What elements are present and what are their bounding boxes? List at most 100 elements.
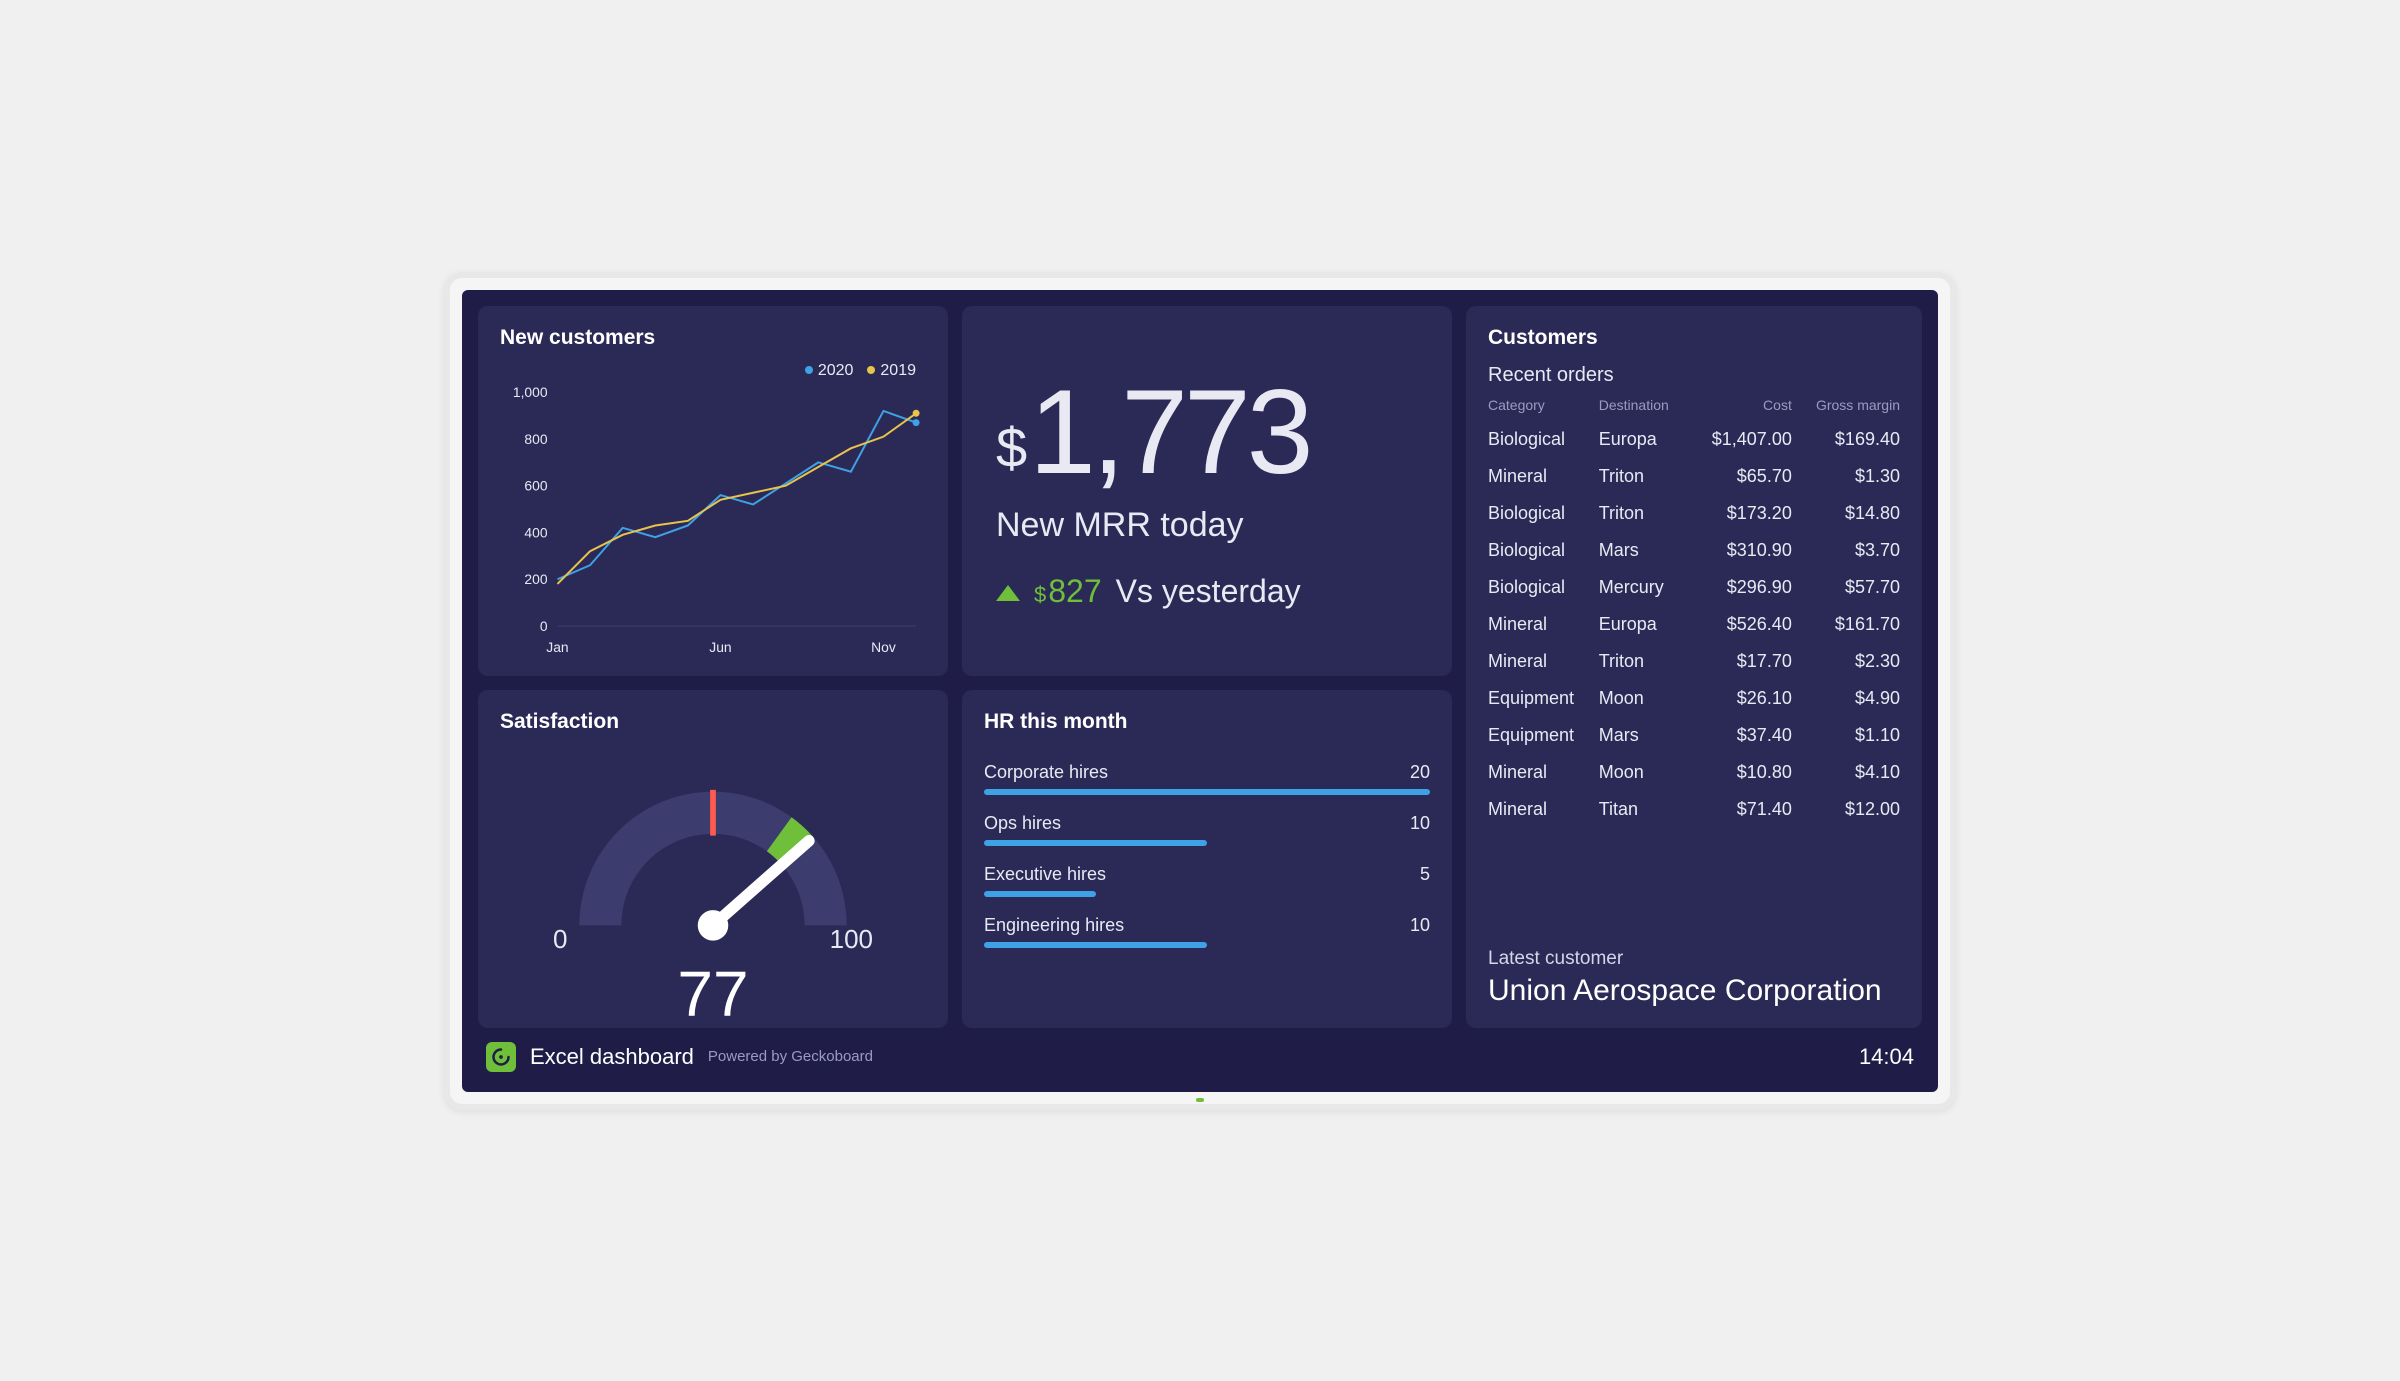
recent-orders-heading: Recent orders <box>1488 364 1900 387</box>
gauge-minmax: 0 100 <box>533 924 893 955</box>
table-cell: Moon <box>1599 680 1689 717</box>
table-cell: Biological <box>1488 532 1599 569</box>
mrr-delta-label: Vs yesterday <box>1116 573 1301 610</box>
panel-title: New customers <box>500 326 926 350</box>
table-cell: Mars <box>1599 532 1689 569</box>
panel-title: HR this month <box>984 710 1430 734</box>
table-cell: $2.30 <box>1792 643 1900 680</box>
mrr-label: New MRR today <box>996 506 1418 545</box>
table-cell: $17.70 <box>1689 643 1792 680</box>
hr-item-label: Engineering hires <box>984 915 1124 936</box>
table-cell: Mineral <box>1488 754 1599 791</box>
orders-col-header: Category <box>1488 393 1599 421</box>
mrr-currency: $ <box>996 420 1023 476</box>
arrow-up-icon <box>996 585 1020 601</box>
table-cell: $296.90 <box>1689 569 1792 606</box>
mrr-number: 1,773 <box>1029 372 1309 492</box>
hr-bar-track <box>984 789 1430 795</box>
table-row: EquipmentMoon$26.10$4.90 <box>1488 680 1900 717</box>
hr-bar-fill <box>984 789 1430 795</box>
hr-item-label: Ops hires <box>984 813 1061 834</box>
table-cell: Mars <box>1599 717 1689 754</box>
table-cell: $57.70 <box>1792 569 1900 606</box>
hr-item-value: 20 <box>1410 762 1430 783</box>
hr-item-row: Engineering hires 10 <box>984 915 1430 936</box>
line-chart-svg: 02004006008001,000JanJunNov <box>500 360 926 662</box>
orders-col-header: Destination <box>1599 393 1689 421</box>
table-cell: $10.80 <box>1689 754 1792 791</box>
table-cell: $1.10 <box>1792 717 1900 754</box>
legend-item-2019: 2019 <box>867 362 916 380</box>
footer-brand: Excel dashboard <box>530 1044 694 1070</box>
mrr-value: $ 1,773 <box>996 372 1418 492</box>
hr-item-row: Corporate hires 20 <box>984 762 1430 783</box>
table-cell: $310.90 <box>1689 532 1792 569</box>
gauge-wrap: 0 100 77 <box>500 744 926 1028</box>
hr-item: Engineering hires 10 <box>984 915 1430 948</box>
orders-header-row: CategoryDestinationCostGross margin <box>1488 393 1900 421</box>
svg-text:Jan: Jan <box>546 638 568 654</box>
panel-customers: Customers Recent orders CategoryDestinat… <box>1466 306 1922 1028</box>
table-cell: Titan <box>1599 791 1689 828</box>
table-row: MineralTitan$71.40$12.00 <box>1488 791 1900 828</box>
table-cell: Equipment <box>1488 717 1599 754</box>
latest-customer-name: Union Aerospace Corporation <box>1488 974 1900 1008</box>
geckoboard-logo-icon <box>486 1042 516 1072</box>
table-cell: $65.70 <box>1689 458 1792 495</box>
table-cell: Mineral <box>1488 791 1599 828</box>
hr-item-value: 10 <box>1410 915 1430 936</box>
panel-mrr: $ 1,773 New MRR today $827 Vs yesterday <box>962 306 1452 676</box>
table-cell: $12.00 <box>1792 791 1900 828</box>
mrr-delta: $827 Vs yesterday <box>996 573 1418 610</box>
svg-text:Jun: Jun <box>709 638 731 654</box>
table-cell: Biological <box>1488 421 1599 458</box>
gauge-min: 0 <box>553 924 567 955</box>
svg-text:200: 200 <box>524 571 547 587</box>
table-cell: Equipment <box>1488 680 1599 717</box>
dashboard-screen: New customers 2020 2019 02004006008001,0… <box>462 290 1938 1092</box>
panel-new-customers: New customers 2020 2019 02004006008001,0… <box>478 306 948 676</box>
footer-powered: Powered by Geckoboard <box>708 1048 873 1065</box>
footer: Excel dashboard Powered by Geckoboard 14… <box>478 1028 1922 1076</box>
table-cell: Biological <box>1488 569 1599 606</box>
table-cell: Triton <box>1599 458 1689 495</box>
panel-satisfaction: Satisfaction 0 100 77 <box>478 690 948 1028</box>
svg-text:800: 800 <box>524 430 547 446</box>
hr-item-label: Corporate hires <box>984 762 1108 783</box>
hr-item: Executive hires 5 <box>984 864 1430 897</box>
dashboard-grid: New customers 2020 2019 02004006008001,0… <box>478 306 1922 1028</box>
panel-hr: HR this month Corporate hires 20 Ops hir… <box>962 690 1452 1028</box>
latest-customer-block: Latest customer Union Aerospace Corporat… <box>1488 928 1900 1008</box>
table-row: MineralTriton$17.70$2.30 <box>1488 643 1900 680</box>
table-cell: $14.80 <box>1792 495 1900 532</box>
table-cell: Mineral <box>1488 606 1599 643</box>
table-row: EquipmentMars$37.40$1.10 <box>1488 717 1900 754</box>
hr-item-value: 5 <box>1420 864 1430 885</box>
table-cell: Mercury <box>1599 569 1689 606</box>
table-cell: $526.40 <box>1689 606 1792 643</box>
table-row: BiologicalMercury$296.90$57.70 <box>1488 569 1900 606</box>
table-row: MineralTriton$65.70$1.30 <box>1488 458 1900 495</box>
table-row: BiologicalMars$310.90$3.70 <box>1488 532 1900 569</box>
table-cell: $26.10 <box>1689 680 1792 717</box>
legend-item-2020: 2020 <box>805 362 854 380</box>
svg-text:Nov: Nov <box>871 638 896 654</box>
mrr-delta-value: $827 <box>1034 573 1102 610</box>
hr-bar-fill <box>984 891 1096 897</box>
hr-bar-fill <box>984 942 1207 948</box>
table-cell: $161.70 <box>1792 606 1900 643</box>
hr-item: Corporate hires 20 <box>984 762 1430 795</box>
chart-legend: 2020 2019 <box>805 362 916 380</box>
device-led-icon <box>1196 1098 1204 1102</box>
table-row: BiologicalTriton$173.20$14.80 <box>1488 495 1900 532</box>
table-cell: $71.40 <box>1689 791 1792 828</box>
panel-title: Satisfaction <box>500 710 926 734</box>
table-cell: Triton <box>1599 643 1689 680</box>
hr-list: Corporate hires 20 Ops hires 10 Executiv… <box>984 744 1430 948</box>
svg-text:600: 600 <box>524 477 547 493</box>
table-cell: $37.40 <box>1689 717 1792 754</box>
table-cell: Mineral <box>1488 643 1599 680</box>
new-customers-chart: 2020 2019 02004006008001,000JanJunNov <box>500 360 926 662</box>
table-cell: Biological <box>1488 495 1599 532</box>
orders-col-header: Cost <box>1689 393 1792 421</box>
